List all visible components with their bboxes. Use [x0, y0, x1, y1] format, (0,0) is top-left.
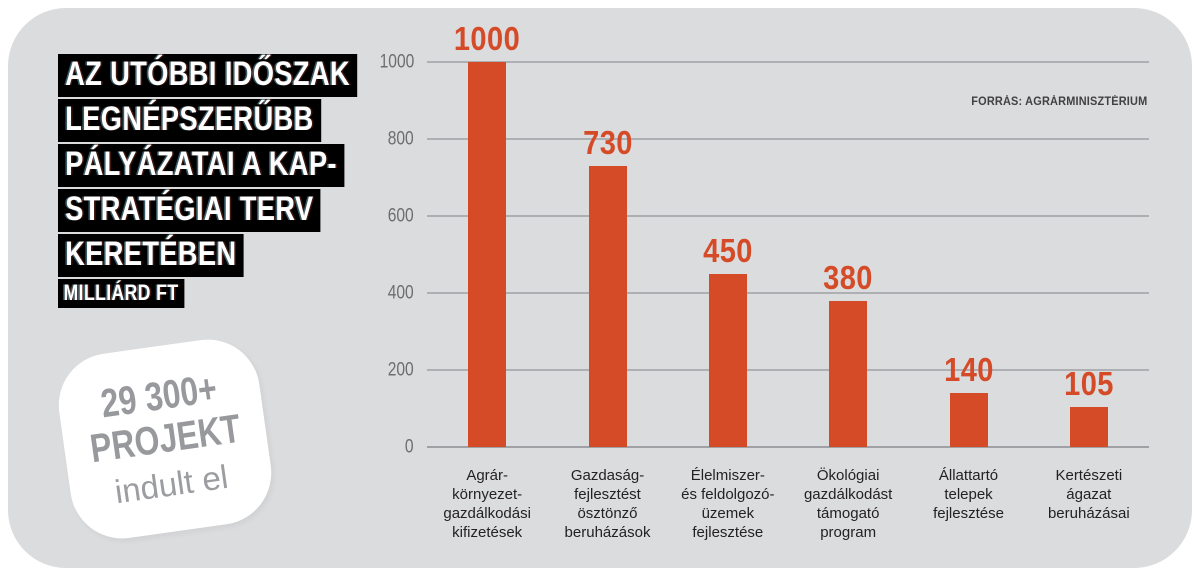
y-axis-tick-label-0: 0: [405, 436, 414, 458]
bar-4: [949, 393, 988, 447]
gridline-400: [427, 292, 1149, 294]
title-line: LEGNÉPSZERŰBB: [58, 99, 321, 142]
title-block: AZ UTÓBBI IDŐSZAK LEGNÉPSZERŰBB PÁLYÁZATAI…: [58, 54, 358, 310]
bar-3: [829, 300, 868, 447]
gridline-800: [427, 138, 1149, 140]
title-line-row: KERETÉBEN: [58, 234, 357, 277]
bar-value-label-3: 380: [823, 258, 874, 296]
bar-0: [468, 62, 507, 447]
bar-value-label-0: 1000: [453, 20, 521, 57]
title-line: KERETÉBEN: [58, 234, 244, 277]
title-line-row: AZ UTÓBBI IDŐSZAK: [58, 54, 358, 97]
infographic-panel: AZ UTÓBBI IDŐSZAK LEGNÉPSZERŰBB PÁLYÁZATAI…: [8, 8, 1192, 568]
source-attribution: FORRÁS: AGRÁRMINISZTÉRIUM: [970, 96, 1147, 108]
title-line: PÁLYÁZATAI A KAP-: [58, 144, 345, 187]
gridline-200: [427, 369, 1149, 371]
category-label-2: Élelmiszer- és feldolgozó- üzemek fejles…: [681, 467, 775, 541]
y-axis-tick-label-400: 400: [388, 282, 414, 304]
bar-chart: FORRÁS: AGRÁRMINISZTÉRIUM 0 200 400 600 800 1…: [379, 22, 1149, 541]
project-count-badge: 29 300+ PROJEKT indult el: [52, 332, 278, 546]
subtitle-row: MILLIÁRD FT: [58, 279, 357, 308]
bar-value-label-4: 140: [943, 351, 994, 389]
category-label-1: Gazdaság- fejlesztést ösztönző beruházás…: [564, 467, 651, 541]
title-line: AZ UTÓBBI IDŐSZAK: [58, 54, 358, 97]
category-label-4: Állattartó telepek fejlesztése: [933, 467, 1004, 522]
title-line-row: LEGNÉPSZERŰBB: [58, 99, 357, 142]
bar-1: [588, 165, 627, 447]
bar-value-label-1: 730: [582, 123, 633, 161]
gridline-1000: [427, 61, 1149, 63]
y-axis-tick-label-200: 200: [388, 359, 414, 381]
bar-2: [708, 273, 747, 447]
title-line-row: STRATÉGIAI TERV: [58, 189, 357, 232]
bar-value-label-2: 450: [702, 231, 753, 269]
title-line: STRATÉGIAI TERV: [58, 189, 321, 232]
category-label-5: Kertészeti ágazat beruházásai: [1047, 467, 1130, 522]
chart-unit-label: MILLIÁRD FT: [58, 279, 185, 308]
badge-started-label: indult el: [112, 457, 231, 511]
category-label-0: Agrár- környezet- gazdálkodási kifizetés…: [443, 467, 531, 541]
title-lines: AZ UTÓBBI IDŐSZAK LEGNÉPSZERŰBB PÁLYÁZATAI…: [58, 54, 358, 277]
gridline-0: [427, 446, 1149, 448]
bar-5: [1069, 406, 1108, 447]
title-line-row: PÁLYÁZATAI A KAP-: [58, 144, 357, 187]
y-axis-tick-label-1000: 1000: [379, 51, 414, 73]
y-axis-tick-label-600: 600: [388, 205, 414, 227]
gridline-600: [427, 215, 1149, 217]
bar-value-label-5: 105: [1063, 364, 1114, 402]
y-axis-tick-label-800: 800: [388, 128, 414, 150]
category-label-3: Ökológiai gazdálkodást támogató program: [803, 467, 893, 541]
